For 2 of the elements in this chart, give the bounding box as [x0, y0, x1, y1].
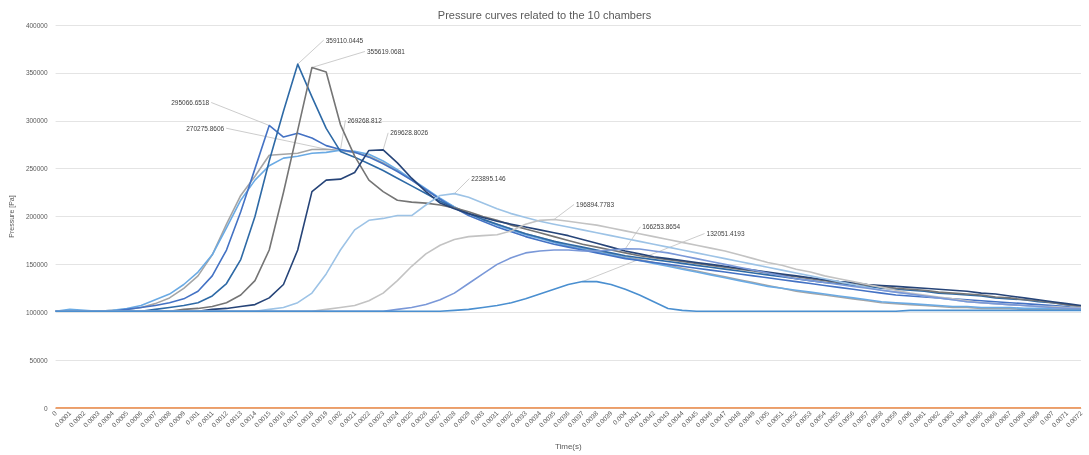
chart-title: Pressure curves related to the 10 chambers — [437, 8, 652, 21]
x-axis-title: Time(s) — [554, 441, 583, 451]
